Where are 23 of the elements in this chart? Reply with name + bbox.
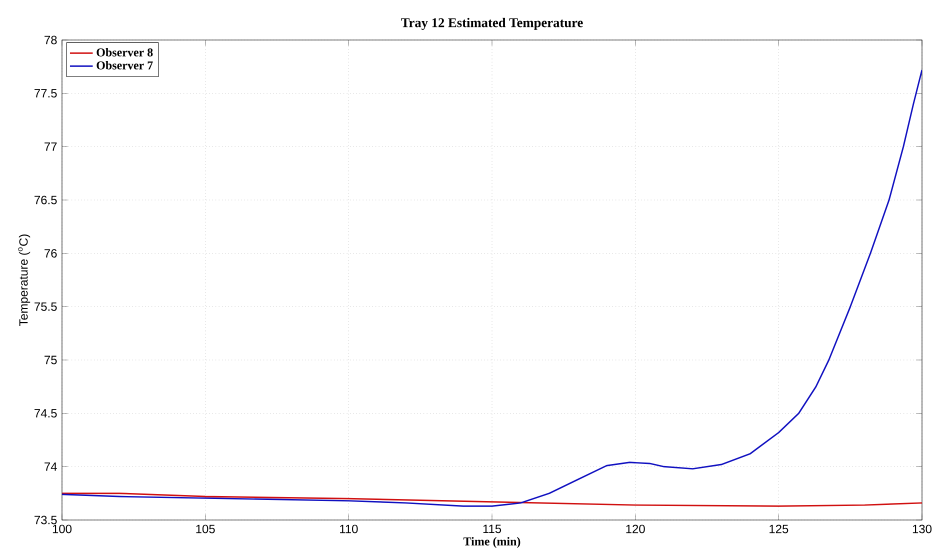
x-axis-title: Time (min)	[463, 537, 520, 548]
y-tick-label: 75.5	[34, 302, 57, 311]
y-tick-label: 76	[44, 249, 57, 258]
x-tick-label: 110	[340, 524, 358, 534]
x-tick-label: 105	[196, 524, 215, 534]
y-axis-title: Temperature ($^{o}$C)	[18, 234, 30, 326]
line-series	[62, 492, 922, 507]
y-tick-label: 76.5	[34, 196, 57, 204]
y-tick-label: 77	[44, 142, 57, 151]
x-tick-label: 115	[483, 524, 502, 534]
x-tick-label: 100	[52, 524, 72, 534]
legend-label: Observer 8	[96, 48, 153, 56]
y-tick-label: 74.5	[34, 409, 57, 418]
y-tick-label: 75	[44, 356, 57, 364]
chart-title: Tray 12 Estimated Temperature	[401, 18, 583, 30]
x-tick-label: 120	[626, 524, 645, 534]
y-tick-label: 78	[44, 36, 57, 44]
x-tick-label: 125	[770, 524, 788, 534]
x-tick-label: 130	[912, 524, 932, 534]
y-tick-label: 77.5	[34, 89, 57, 98]
legend-label: Observer 7	[96, 61, 153, 70]
y-tick-label: 73.5	[34, 516, 57, 524]
y-tick-label: 74	[44, 462, 57, 471]
